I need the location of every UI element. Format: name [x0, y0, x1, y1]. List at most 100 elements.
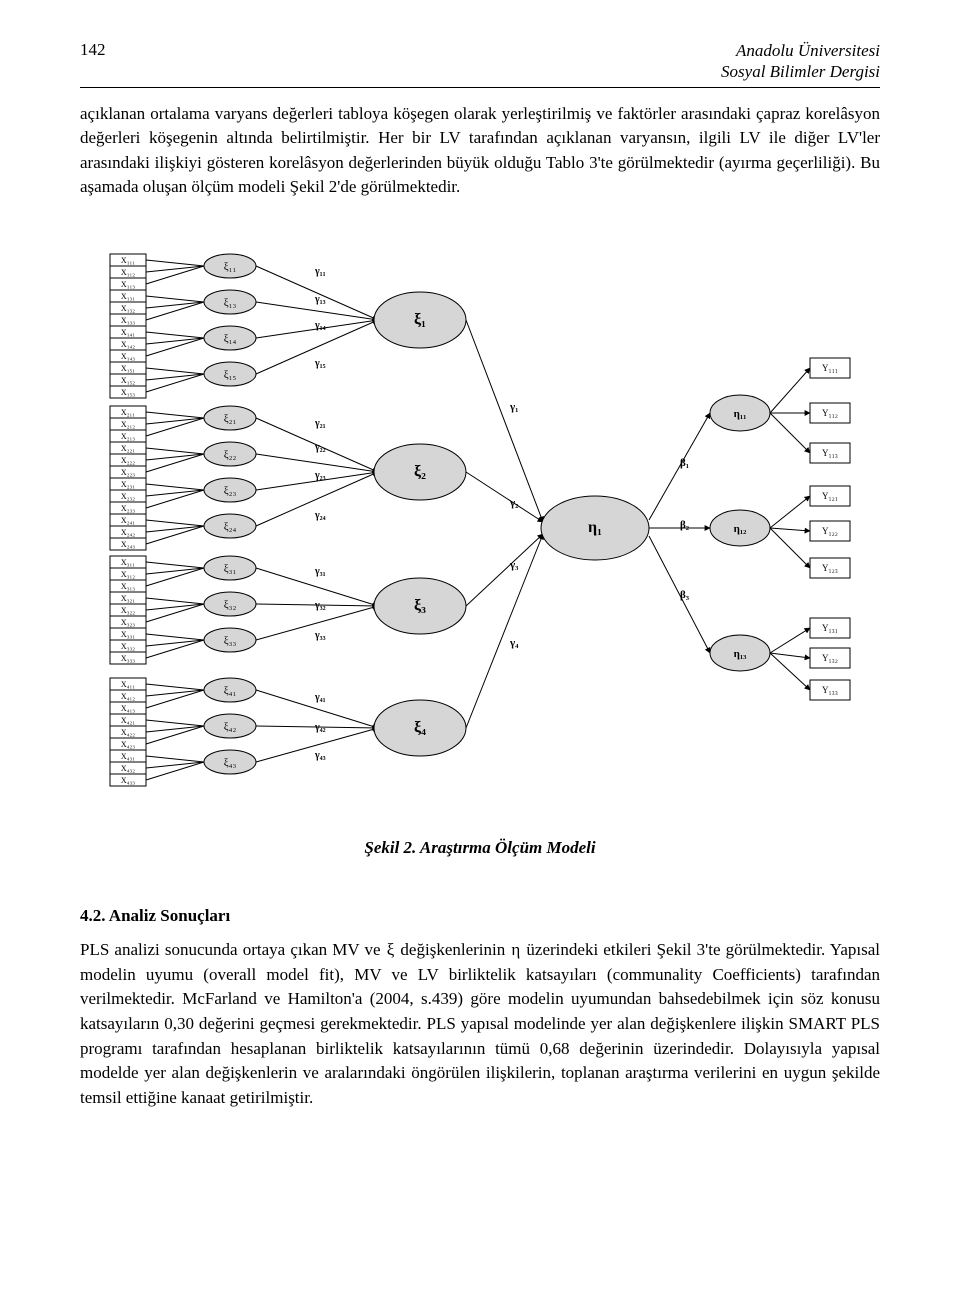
- xi-symbol: ξ: [386, 940, 396, 959]
- svg-text:X₂₄₁: X₂₄₁: [121, 516, 135, 525]
- svg-text:γ₂: γ₂: [509, 497, 519, 509]
- svg-text:ξ₃₁: ξ₃₁: [224, 563, 237, 575]
- figure-caption: Şekil 2. Araştırma Ölçüm Modeli: [80, 838, 880, 858]
- svg-text:Y₁₁₃: Y₁₁₃: [822, 448, 838, 458]
- svg-text:η₁₂: η₁₂: [734, 523, 748, 535]
- svg-text:γ₃₁: γ₃₁: [314, 566, 326, 577]
- svg-text:ξ₄₂: ξ₄₂: [224, 721, 237, 733]
- svg-text:β₃: β₃: [680, 589, 690, 601]
- svg-text:X₁₁₃: X₁₁₃: [121, 280, 135, 289]
- svg-text:X₄₃₁: X₄₃₁: [121, 752, 135, 761]
- svg-text:X₁₁₁: X₁₁₁: [121, 256, 135, 265]
- svg-text:ξ₁₄: ξ₁₄: [224, 333, 237, 345]
- svg-text:ξ₂₂: ξ₂₂: [224, 449, 237, 461]
- svg-text:X₄₁₁: X₄₁₁: [121, 680, 135, 689]
- svg-text:β₂: β₂: [680, 519, 690, 531]
- svg-text:X₁₄₃: X₁₄₃: [121, 352, 135, 361]
- svg-text:ξ₄: ξ₄: [414, 719, 426, 736]
- svg-text:X₄₃₂: X₄₃₂: [121, 764, 135, 773]
- svg-text:X₄₁₃: X₄₁₃: [121, 704, 135, 713]
- svg-text:X₁₄₂: X₁₄₂: [121, 340, 135, 349]
- svg-text:ξ₁₃: ξ₁₃: [224, 297, 237, 309]
- svg-text:X₄₂₂: X₄₂₂: [121, 728, 135, 737]
- svg-text:X₂₁₁: X₂₁₁: [121, 408, 135, 417]
- svg-text:X₃₁₂: X₃₁₂: [121, 570, 135, 579]
- svg-text:X₃₂₃: X₃₂₃: [121, 618, 135, 627]
- svg-text:X₂₁₂: X₂₁₂: [121, 420, 135, 429]
- svg-text:ξ₂₄: ξ₂₄: [224, 521, 237, 533]
- figure-wrap: X₁₁₁X₁₁₂X₁₁₃X₁₃₁X₁₃₂X₁₃₃X₁₄₁X₁₄₂X₁₄₃X₁₅₁…: [80, 218, 880, 818]
- p2-a: PLS analizi sonucunda ortaya çıkan MV ve: [80, 940, 386, 959]
- figure-diagram: X₁₁₁X₁₁₂X₁₁₃X₁₃₁X₁₃₂X₁₃₃X₁₄₁X₁₄₂X₁₄₃X₁₅₁…: [100, 218, 860, 818]
- paragraph-1: açıklanan ortalama varyans değerleri tab…: [80, 102, 880, 201]
- svg-text:Y₁₁₂: Y₁₁₂: [822, 408, 838, 418]
- journal-line1: Anadolu Üniversitesi: [721, 40, 880, 61]
- paragraph-2: PLS analizi sonucunda ortaya çıkan MV ve…: [80, 938, 880, 1110]
- svg-text:ξ₁₁: ξ₁₁: [224, 261, 237, 273]
- svg-text:ξ₂₃: ξ₂₃: [224, 485, 237, 497]
- page: 142 Anadolu Üniversitesi Sosyal Bilimler…: [0, 0, 960, 1189]
- svg-text:Y₁₃₁: Y₁₃₁: [822, 623, 838, 633]
- svg-text:X₁₅₂: X₁₅₂: [121, 376, 135, 385]
- page-number: 142: [80, 40, 106, 60]
- svg-text:X₃₃₂: X₃₃₂: [121, 642, 135, 651]
- svg-text:X₂₂₁: X₂₂₁: [121, 444, 135, 453]
- svg-text:γ₂₁: γ₂₁: [314, 418, 326, 429]
- header-divider: [80, 87, 880, 88]
- svg-text:X₁₅₃: X₁₅₃: [121, 388, 135, 397]
- svg-text:X₄₃₃: X₄₃₃: [121, 776, 135, 785]
- svg-text:X₂₄₂: X₂₄₂: [121, 528, 135, 537]
- svg-text:X₂₃₁: X₂₃₁: [121, 480, 135, 489]
- svg-text:X₃₁₃: X₃₁₃: [121, 582, 135, 591]
- svg-text:Y₁₃₃: Y₁₃₃: [822, 685, 838, 695]
- svg-text:γ₃₃: γ₃₃: [314, 630, 326, 641]
- svg-text:ξ₂₁: ξ₂₁: [224, 413, 237, 425]
- svg-text:X₃₃₁: X₃₃₁: [121, 630, 135, 639]
- svg-text:X₁₄₁: X₁₄₁: [121, 328, 135, 337]
- svg-text:X₂₄₃: X₂₄₃: [121, 540, 135, 549]
- journal-title: Anadolu Üniversitesi Sosyal Bilimler Der…: [721, 40, 880, 83]
- svg-text:β₁: β₁: [680, 457, 689, 469]
- svg-text:γ₃₂: γ₃₂: [314, 600, 326, 611]
- p2-b: değişkenlerinin: [395, 940, 510, 959]
- page-header: 142 Anadolu Üniversitesi Sosyal Bilimler…: [80, 40, 880, 83]
- svg-text:Y₁₁₁: Y₁₁₁: [822, 363, 838, 373]
- section-title: 4.2. Analiz Sonuçları: [80, 906, 880, 926]
- svg-text:γ₄₃: γ₄₃: [314, 750, 326, 761]
- svg-text:γ₄₂: γ₄₂: [314, 722, 326, 733]
- svg-text:γ₂₄: γ₂₄: [314, 510, 326, 521]
- svg-text:γ₄₁: γ₄₁: [314, 692, 326, 703]
- svg-text:ξ₄₁: ξ₄₁: [224, 685, 237, 697]
- svg-text:X₃₂₂: X₃₂₂: [121, 606, 135, 615]
- svg-text:Y₁₂₁: Y₁₂₁: [822, 491, 838, 501]
- svg-text:γ₂₂: γ₂₂: [314, 442, 326, 453]
- svg-text:ξ₃₃: ξ₃₃: [224, 635, 237, 647]
- svg-text:Y₁₂₃: Y₁₂₃: [822, 563, 838, 573]
- svg-text:η₁₃: η₁₃: [734, 648, 748, 660]
- svg-text:γ₂₃: γ₂₃: [314, 470, 326, 481]
- svg-text:ξ₂: ξ₂: [414, 463, 426, 480]
- svg-text:Y₁₂₂: Y₁₂₂: [822, 526, 838, 536]
- svg-text:ξ₄₃: ξ₄₃: [224, 757, 237, 769]
- svg-text:X₁₃₁: X₁₃₁: [121, 292, 135, 301]
- svg-text:X₂₃₂: X₂₃₂: [121, 492, 135, 501]
- svg-text:X₃₂₁: X₃₂₁: [121, 594, 135, 603]
- svg-text:γ₁₅: γ₁₅: [314, 358, 326, 369]
- svg-text:ξ₃: ξ₃: [414, 597, 426, 614]
- svg-text:Y₁₃₂: Y₁₃₂: [822, 653, 838, 663]
- svg-text:X₁₅₁: X₁₅₁: [121, 364, 135, 373]
- svg-text:X₂₁₃: X₂₁₃: [121, 432, 135, 441]
- svg-text:γ₁₃: γ₁₃: [314, 294, 326, 305]
- journal-line2: Sosyal Bilimler Dergisi: [721, 61, 880, 82]
- svg-text:X₁₃₃: X₁₃₃: [121, 316, 135, 325]
- svg-text:η₁₁: η₁₁: [734, 408, 747, 420]
- svg-text:γ₁₁: γ₁₁: [314, 266, 326, 277]
- svg-text:X₁₁₂: X₁₁₂: [121, 268, 135, 277]
- svg-text:ξ₁: ξ₁: [414, 311, 426, 328]
- svg-text:γ₁: γ₁: [509, 401, 518, 413]
- svg-text:X₂₂₂: X₂₂₂: [121, 456, 135, 465]
- svg-text:X₄₁₂: X₄₁₂: [121, 692, 135, 701]
- svg-text:X₄₂₁: X₄₂₁: [121, 716, 135, 725]
- p2-c: üzerindeki etkileri Şekil 3'te görülmekt…: [80, 940, 880, 1107]
- svg-text:X₂₃₃: X₂₃₃: [121, 504, 135, 513]
